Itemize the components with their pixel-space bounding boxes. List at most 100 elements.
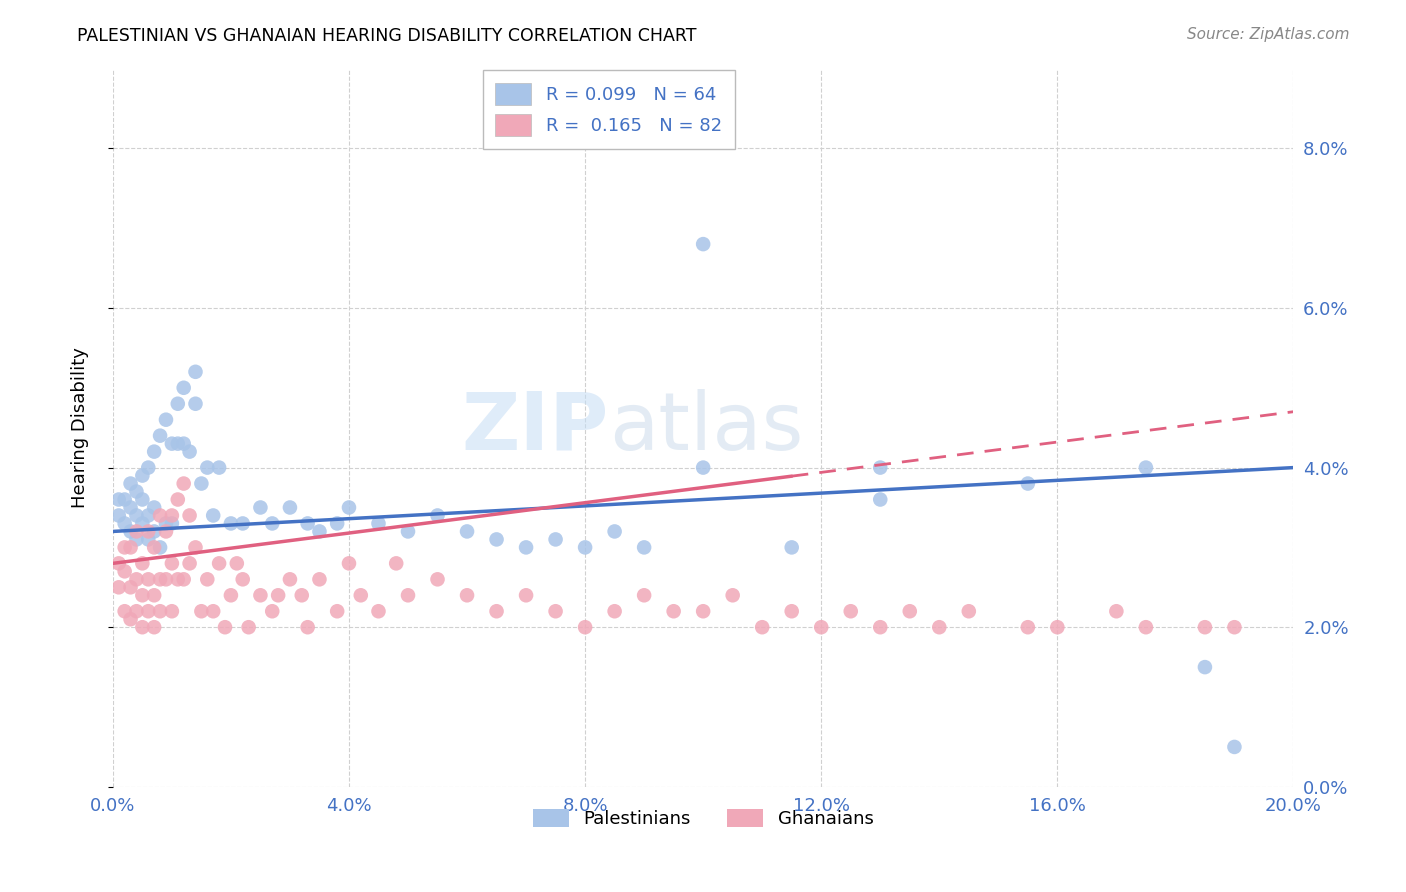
Point — [692, 237, 714, 252]
Point — [166, 436, 188, 450]
Point — [751, 620, 773, 634]
Point — [173, 436, 195, 450]
Point — [160, 516, 183, 531]
Point — [297, 620, 319, 634]
Point — [160, 508, 183, 523]
Point — [337, 500, 360, 515]
Point — [107, 557, 129, 571]
Point — [485, 604, 508, 618]
Point — [1223, 739, 1246, 754]
Point — [166, 572, 188, 586]
Point — [114, 565, 136, 579]
Point — [385, 557, 408, 571]
Point — [190, 476, 212, 491]
Point — [120, 612, 142, 626]
Text: atlas: atlas — [609, 389, 803, 467]
Point — [869, 460, 891, 475]
Point — [160, 557, 183, 571]
Point — [143, 500, 166, 515]
Point — [120, 524, 142, 539]
Point — [143, 524, 166, 539]
Point — [179, 444, 201, 458]
Point — [125, 572, 148, 586]
Point — [262, 604, 284, 618]
Point — [456, 524, 478, 539]
Point — [249, 588, 271, 602]
Point — [367, 516, 389, 531]
Point — [898, 604, 921, 618]
Point — [1017, 476, 1039, 491]
Point — [603, 524, 626, 539]
Point — [149, 541, 172, 555]
Point — [810, 620, 832, 634]
Point — [136, 524, 159, 539]
Point — [173, 476, 195, 491]
Point — [603, 604, 626, 618]
Point — [1046, 620, 1069, 634]
Point — [195, 460, 218, 475]
Point — [574, 620, 596, 634]
Point — [155, 516, 177, 531]
Point — [396, 524, 419, 539]
Point — [184, 365, 207, 379]
Point — [149, 508, 172, 523]
Point — [166, 397, 188, 411]
Point — [190, 604, 212, 618]
Point — [107, 580, 129, 594]
Point — [114, 541, 136, 555]
Text: Source: ZipAtlas.com: Source: ZipAtlas.com — [1187, 27, 1350, 42]
Point — [633, 588, 655, 602]
Legend: R = 0.099   N = 64, R =  0.165   N = 82: R = 0.099 N = 64, R = 0.165 N = 82 — [482, 70, 735, 149]
Point — [208, 460, 231, 475]
Point — [869, 492, 891, 507]
Point — [125, 604, 148, 618]
Point — [308, 524, 330, 539]
Point — [1135, 620, 1157, 634]
Point — [173, 572, 195, 586]
Point — [214, 620, 236, 634]
Point — [131, 620, 153, 634]
Point — [179, 557, 201, 571]
Point — [219, 588, 242, 602]
Point — [136, 604, 159, 618]
Point — [326, 604, 349, 618]
Point — [208, 557, 231, 571]
Point — [721, 588, 744, 602]
Point — [155, 524, 177, 539]
Point — [143, 588, 166, 602]
Point — [262, 516, 284, 531]
Point — [131, 588, 153, 602]
Point — [1194, 620, 1216, 634]
Point — [136, 508, 159, 523]
Point — [136, 460, 159, 475]
Point — [692, 604, 714, 618]
Point — [249, 500, 271, 515]
Point — [114, 516, 136, 531]
Point — [1017, 620, 1039, 634]
Point — [278, 500, 301, 515]
Point — [396, 588, 419, 602]
Point — [485, 533, 508, 547]
Point — [544, 533, 567, 547]
Point — [120, 580, 142, 594]
Point — [219, 516, 242, 531]
Point — [633, 541, 655, 555]
Point — [107, 492, 129, 507]
Point — [155, 413, 177, 427]
Point — [267, 588, 290, 602]
Point — [928, 620, 950, 634]
Point — [125, 533, 148, 547]
Point — [232, 516, 254, 531]
Point — [179, 508, 201, 523]
Point — [544, 604, 567, 618]
Point — [149, 604, 172, 618]
Point — [195, 572, 218, 586]
Point — [515, 588, 537, 602]
Point — [297, 516, 319, 531]
Point — [1135, 460, 1157, 475]
Point — [125, 484, 148, 499]
Point — [291, 588, 314, 602]
Point — [136, 533, 159, 547]
Point — [120, 500, 142, 515]
Point — [114, 604, 136, 618]
